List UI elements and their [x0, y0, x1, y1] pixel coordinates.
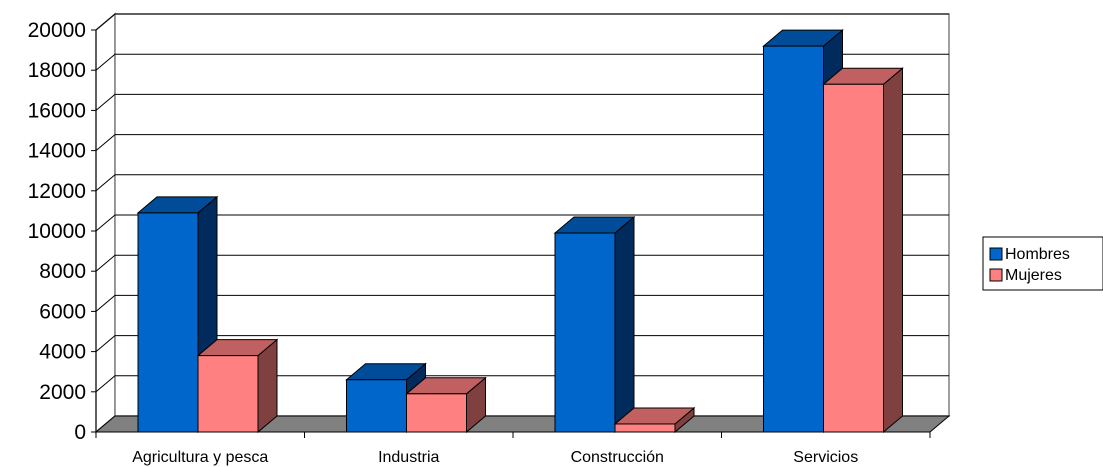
gridline: [95, 294, 949, 312]
legend-swatch-mujeres: [989, 268, 1003, 282]
bar-mujeres: [405, 376, 487, 434]
legend-box: [982, 236, 1103, 291]
y-tick-label: 12000: [28, 180, 86, 203]
bar-mujeres: [613, 406, 696, 434]
y-tick-label: 0: [74, 421, 86, 444]
legend-swatch-hombres: [989, 247, 1003, 261]
bar-hombres: [553, 215, 636, 434]
y-tick-label: 4000: [39, 341, 86, 364]
y-axis: 0 2000 4000 6000 8000 10000 12000 14000 16000 180…: [28, 19, 97, 444]
y-tick-label: 6000: [39, 300, 86, 323]
gridline: [95, 53, 949, 71]
legend-label-hombres: Hombres: [1005, 246, 1070, 263]
y-tick-label: 8000: [39, 260, 86, 283]
y-tick-label: 20000: [28, 19, 86, 42]
gridline: [95, 214, 949, 232]
gridline: [95, 93, 949, 111]
bars: [136, 29, 904, 434]
y-tick-label: 10000: [28, 220, 86, 243]
gridline: [95, 335, 949, 352]
y-tick-label: 16000: [28, 99, 86, 122]
y-tick-label: 14000: [28, 140, 86, 163]
x-tick-label: Industria: [378, 449, 439, 466]
gridlines: [95, 13, 949, 393]
y-tick-label: 2000: [39, 381, 86, 404]
gridline: [95, 254, 949, 272]
gridline: [95, 134, 949, 151]
x-tick-label: Construcción: [571, 449, 664, 466]
bar-mujeres: [822, 67, 904, 434]
gridline: [95, 13, 949, 31]
bar-mujeres: [196, 338, 279, 434]
gridline: [95, 375, 949, 393]
legend: Hombres Mujeres: [982, 236, 1103, 291]
x-tick-label: Agricultura y pesca: [132, 449, 268, 466]
x-tick-label: Servicios: [793, 449, 858, 466]
legend-label-mujeres: Mujeres: [1005, 267, 1062, 284]
gridline: [95, 174, 949, 192]
x-axis: Agricultura y pesca Industria Construcción…: [95, 431, 931, 466]
y-tick-label: 18000: [28, 59, 86, 82]
